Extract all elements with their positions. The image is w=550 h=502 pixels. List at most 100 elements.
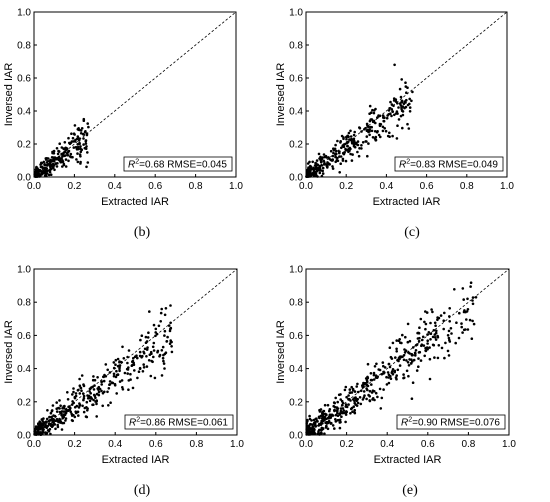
r2-superscript: 2	[406, 159, 410, 166]
data-point	[406, 86, 409, 89]
x-tick-label: 0.2	[67, 181, 81, 192]
data-point	[408, 352, 411, 355]
data-point	[447, 336, 451, 340]
data-point	[363, 394, 366, 397]
data-point	[338, 155, 341, 158]
stats-box	[396, 414, 506, 430]
data-point	[86, 161, 90, 164]
data-point	[67, 159, 70, 163]
data-point	[334, 418, 337, 421]
data-point	[51, 420, 54, 424]
data-point	[418, 350, 422, 354]
data-point	[404, 335, 407, 339]
data-point	[156, 350, 159, 354]
data-point	[157, 324, 161, 328]
data-point	[76, 145, 80, 149]
data-point	[327, 156, 330, 159]
data-point	[437, 344, 441, 347]
data-point	[165, 340, 168, 343]
data-point	[146, 346, 149, 349]
data-point	[47, 430, 51, 433]
data-point	[315, 162, 318, 165]
data-point	[346, 140, 350, 144]
data-point	[331, 167, 335, 170]
data-point	[449, 327, 453, 330]
data-point	[432, 329, 436, 332]
data-point	[389, 355, 393, 359]
data-point	[38, 169, 42, 173]
data-point	[387, 109, 391, 112]
data-point	[336, 159, 340, 163]
data-point	[386, 134, 390, 138]
data-point	[155, 332, 159, 336]
data-point	[82, 383, 85, 386]
data-point	[347, 403, 350, 406]
data-point	[431, 335, 435, 339]
data-point	[431, 310, 434, 314]
r2-symbol: R	[128, 160, 135, 171]
data-point	[60, 146, 64, 149]
data-point	[113, 384, 117, 387]
data-point	[471, 319, 474, 323]
data-point	[320, 419, 323, 423]
data-point	[434, 324, 437, 328]
data-point	[373, 109, 376, 112]
data-point	[48, 162, 52, 165]
data-point	[160, 374, 164, 377]
data-point	[406, 340, 410, 344]
x-tick-label: 0.6	[148, 181, 162, 192]
data-point	[398, 364, 402, 367]
data-point	[62, 407, 66, 410]
x-tick-label: 0.4	[379, 181, 393, 192]
data-point	[345, 410, 348, 413]
data-point	[108, 380, 112, 383]
panel-label: (b)	[134, 225, 151, 240]
data-point	[320, 417, 324, 420]
y-tick-label: 0.4	[289, 107, 303, 118]
data-point	[76, 143, 79, 146]
data-point	[68, 406, 72, 410]
data-point	[327, 162, 330, 166]
data-point	[395, 110, 399, 113]
data-point	[387, 376, 390, 379]
data-point	[322, 159, 326, 163]
data-point	[332, 148, 336, 152]
panel-label: (c)	[404, 225, 420, 240]
plot-frame	[305, 268, 510, 436]
data-point	[87, 396, 91, 400]
data-point	[80, 127, 84, 130]
data-point	[43, 171, 47, 174]
data-point	[118, 369, 121, 373]
data-point	[405, 91, 408, 94]
data-point	[76, 147, 80, 151]
data-point	[395, 374, 399, 377]
data-point	[45, 167, 49, 171]
data-point	[169, 339, 172, 342]
data-point	[366, 375, 369, 379]
data-point	[361, 141, 365, 144]
data-point	[428, 377, 432, 381]
data-point	[144, 335, 148, 339]
data-point	[397, 106, 400, 109]
data-point	[86, 122, 89, 125]
data-point	[347, 131, 351, 135]
data-point	[112, 372, 116, 376]
data-point	[102, 379, 106, 383]
y-tick-label: 0.8	[17, 298, 31, 309]
data-point	[79, 145, 82, 148]
stats-box	[123, 156, 233, 172]
x-axis-title: Extracted IAR	[373, 196, 441, 208]
data-point	[348, 391, 352, 395]
data-point	[116, 373, 120, 376]
data-point	[419, 317, 423, 321]
data-point	[332, 404, 336, 408]
data-point	[79, 155, 82, 158]
data-point	[78, 392, 82, 395]
data-point	[356, 401, 360, 405]
data-point	[328, 413, 332, 417]
data-point	[96, 387, 99, 390]
data-point	[435, 329, 438, 333]
data-point	[471, 296, 475, 299]
data-point	[74, 392, 78, 395]
